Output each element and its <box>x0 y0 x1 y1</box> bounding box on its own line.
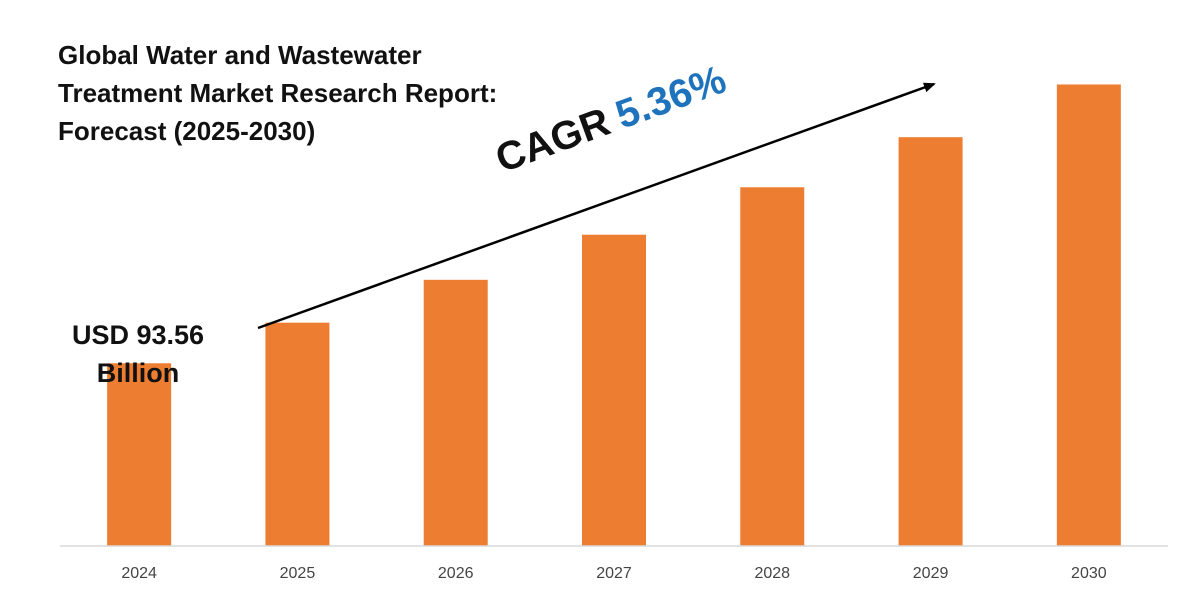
bar-2026 <box>423 279 488 546</box>
bar-2030 <box>1056 84 1121 546</box>
x-tick-label-2026: 2026 <box>438 565 474 582</box>
bar-2027 <box>582 234 646 547</box>
x-tick-label-2024: 2024 <box>121 565 157 582</box>
x-tick-label-2027: 2027 <box>596 565 632 582</box>
chart-title-line-2: Treatment Market Research Report: <box>58 78 498 108</box>
bar-2028 <box>740 187 805 546</box>
chart-title-line-3: Forecast (2025-2030) <box>58 116 316 146</box>
x-tick-label-2025: 2025 <box>280 565 316 582</box>
bar-2025 <box>265 322 330 546</box>
x-tick-label-2030: 2030 <box>1071 565 1107 582</box>
bars-group <box>107 84 1121 547</box>
x-tick-label-2028: 2028 <box>754 565 790 582</box>
x-tick-label-2029: 2029 <box>913 565 949 582</box>
bar-2024 <box>107 363 172 546</box>
trend-arrow <box>257 82 936 330</box>
x-tick-labels: 2024 2025 2026 2027 2028 2029 2030 <box>121 565 1106 582</box>
start-value-annotation: USD 93.56 Billion <box>58 316 218 392</box>
bar-2029 <box>898 137 963 546</box>
chart-title-line-1: Global Water and Wastewater <box>58 40 422 70</box>
start-value-line-1: USD 93.56 <box>71 320 205 350</box>
start-value-line-2: Billion <box>96 358 180 388</box>
chart-title: Global Water and Wastewater Treatment Ma… <box>58 36 578 150</box>
